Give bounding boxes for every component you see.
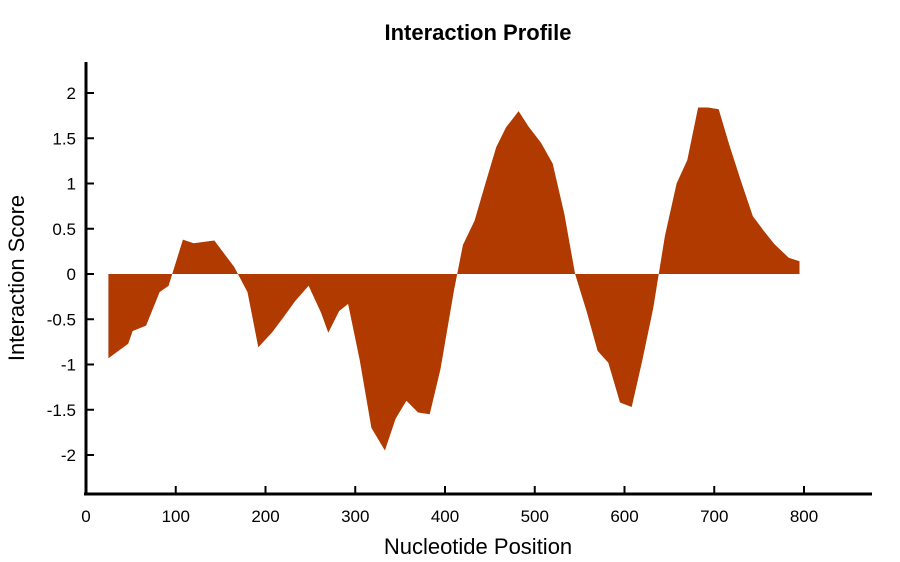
- y-tick-label: -1: [61, 356, 76, 375]
- x-tick-label: 700: [700, 507, 728, 526]
- y-tick-label: -0.5: [47, 310, 76, 329]
- x-tick-label: 100: [162, 507, 190, 526]
- y-tick-label: -1.5: [47, 401, 76, 420]
- y-axis-ticks: 2 1.5 1 0.5 0 -0.5 -1 -1.5 -2: [47, 84, 94, 465]
- x-axis-label: Nucleotide Position: [384, 534, 572, 559]
- x-tick-label: 600: [610, 507, 638, 526]
- x-tick-label: 200: [251, 507, 279, 526]
- x-axis-ticks: 0 100 200 300 400 500 600 700 800: [81, 486, 818, 526]
- chart-title: Interaction Profile: [384, 20, 571, 45]
- y-tick-label: 2: [67, 84, 76, 103]
- x-tick-label: 300: [341, 507, 369, 526]
- series-area: [108, 107, 800, 451]
- y-tick-label: 0: [67, 265, 76, 284]
- y-tick-label: -2: [61, 446, 76, 465]
- x-tick-label: 0: [81, 507, 90, 526]
- y-axis-label: Interaction Score: [4, 195, 29, 361]
- y-tick-label: 1.5: [52, 129, 76, 148]
- x-tick-label: 500: [521, 507, 549, 526]
- y-tick-label: 1: [67, 175, 76, 194]
- x-tick-label: 400: [431, 507, 459, 526]
- x-tick-label: 800: [790, 507, 818, 526]
- y-tick-label: 0.5: [52, 220, 76, 239]
